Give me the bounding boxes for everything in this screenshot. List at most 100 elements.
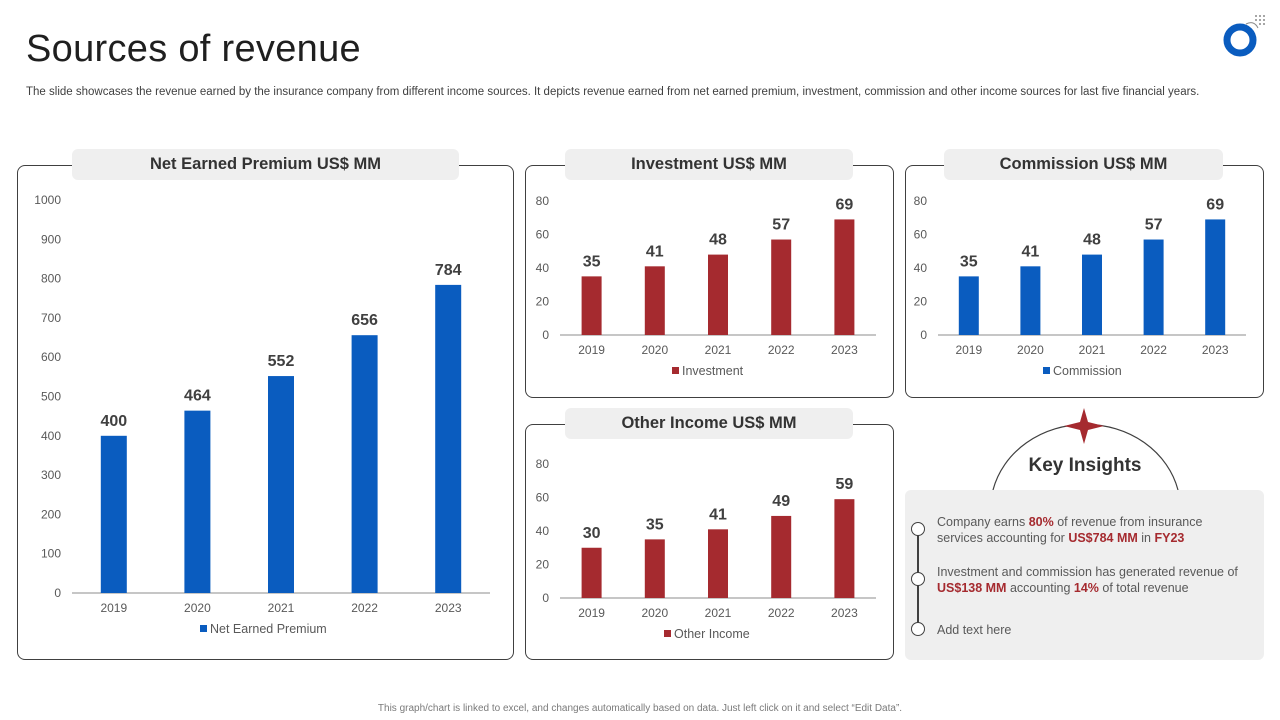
insight-text: of total revenue xyxy=(1098,581,1189,595)
y-tick-label: 0 xyxy=(54,586,61,600)
bar xyxy=(351,335,378,593)
x-tick-label: 2022 xyxy=(351,601,378,615)
x-tick-label: 2020 xyxy=(1017,343,1044,357)
x-tick-label: 2020 xyxy=(641,343,668,357)
y-tick-label: 0 xyxy=(542,591,549,605)
bar xyxy=(708,254,728,335)
bar xyxy=(581,276,602,335)
data-label: 59 xyxy=(836,476,854,493)
x-tick-label: 2019 xyxy=(578,343,605,357)
data-label: 400 xyxy=(100,413,127,430)
insights-title: Key Insights xyxy=(1028,455,1142,476)
y-tick-label: 100 xyxy=(41,547,61,561)
x-tick-label: 2023 xyxy=(435,601,462,615)
legend-swatch xyxy=(1043,367,1050,374)
data-label: 49 xyxy=(772,493,790,510)
insight-bullet xyxy=(911,572,925,586)
y-tick-label: 60 xyxy=(536,228,550,242)
y-tick-label: 0 xyxy=(542,328,549,342)
net-earned-premium-title: Net Earned Premium US$ MM xyxy=(72,149,459,180)
data-label: 656 xyxy=(351,312,378,329)
data-label: 41 xyxy=(1022,243,1040,260)
y-tick-label: 0 xyxy=(920,328,927,342)
y-tick-label: 60 xyxy=(536,491,550,505)
page-subtitle: The slide showcases the revenue earned b… xyxy=(26,86,1200,98)
bar xyxy=(1082,254,1102,335)
data-label: 48 xyxy=(1083,232,1101,249)
insight-bullet xyxy=(911,622,925,636)
y-tick-label: 40 xyxy=(536,261,550,275)
data-label: 784 xyxy=(435,262,462,279)
bar xyxy=(834,499,855,598)
y-tick-label: 700 xyxy=(41,311,61,325)
bar xyxy=(708,529,728,598)
y-tick-label: 40 xyxy=(914,261,928,275)
insights-box xyxy=(905,490,1264,660)
y-tick-label: 80 xyxy=(536,194,550,208)
data-label: 57 xyxy=(772,217,790,234)
bar xyxy=(268,376,294,593)
legend-label: Commission xyxy=(1053,364,1122,378)
x-tick-label: 2021 xyxy=(268,601,295,615)
insight-highlight: 14% xyxy=(1073,581,1099,595)
x-tick-label: 2019 xyxy=(955,343,982,357)
y-tick-label: 500 xyxy=(41,390,61,404)
y-tick-label: 40 xyxy=(536,524,550,538)
x-tick-label: 2021 xyxy=(705,343,732,357)
bar xyxy=(100,435,127,593)
y-tick-label: 200 xyxy=(41,507,61,521)
x-tick-label: 2021 xyxy=(705,606,732,620)
legend-swatch xyxy=(200,625,207,632)
data-label: 48 xyxy=(709,232,727,249)
data-label: 41 xyxy=(646,243,664,260)
bar xyxy=(771,239,792,335)
x-tick-label: 2022 xyxy=(1140,343,1167,357)
insight-highlight: 80% xyxy=(1028,515,1054,529)
data-label: 30 xyxy=(583,525,601,542)
y-tick-label: 20 xyxy=(536,558,550,572)
x-tick-label: 2023 xyxy=(831,343,858,357)
y-tick-label: 80 xyxy=(536,457,550,471)
net-earned-premium-panel xyxy=(17,165,514,660)
other-income-title: Other Income US$ MM xyxy=(565,408,853,439)
insight-text: Company earns xyxy=(937,515,1029,529)
legend-label: Net Earned Premium xyxy=(210,622,327,636)
insight-text: accounting xyxy=(1006,581,1074,595)
x-tick-label: 2021 xyxy=(1079,343,1106,357)
x-tick-label: 2020 xyxy=(184,601,211,615)
x-tick-label: 2022 xyxy=(768,606,795,620)
star-icon xyxy=(1064,408,1104,444)
insight-item-1: Company earns 80% of revenue from insura… xyxy=(937,514,1247,546)
bar xyxy=(958,276,979,335)
x-tick-label: 2023 xyxy=(831,606,858,620)
insight-item-2: Investment and commission has generated … xyxy=(937,564,1247,596)
data-label: 35 xyxy=(960,253,978,270)
bar xyxy=(435,284,462,593)
insight-highlight: US$138 MM xyxy=(937,581,1007,595)
y-tick-label: 900 xyxy=(41,232,61,246)
x-tick-label: 2022 xyxy=(768,343,795,357)
y-tick-label: 80 xyxy=(914,194,928,208)
legend-label: Investment xyxy=(682,364,744,378)
bar xyxy=(1143,239,1164,335)
y-tick-label: 400 xyxy=(41,429,61,443)
insight-item-3: Add text here xyxy=(937,622,1247,638)
data-label: 35 xyxy=(583,253,601,270)
legend-swatch xyxy=(672,367,679,374)
insight-bullet xyxy=(911,522,925,536)
data-label: 57 xyxy=(1145,217,1163,234)
insight-text: Investment and commission has generated … xyxy=(937,565,1238,579)
bar xyxy=(184,410,211,593)
bar xyxy=(1205,219,1226,335)
bar xyxy=(581,547,602,598)
insight-text: of revenue from insurance services accou… xyxy=(937,515,1203,545)
x-tick-label: 2020 xyxy=(641,606,668,620)
data-label: 552 xyxy=(268,353,295,370)
y-tick-label: 1000 xyxy=(34,193,61,207)
commission-title: Commission US$ MM xyxy=(944,149,1223,180)
y-tick-label: 60 xyxy=(914,228,928,242)
x-tick-label: 2023 xyxy=(1202,343,1229,357)
y-tick-label: 300 xyxy=(41,468,61,482)
bar xyxy=(834,219,855,335)
company-logo-icon xyxy=(1223,15,1265,57)
